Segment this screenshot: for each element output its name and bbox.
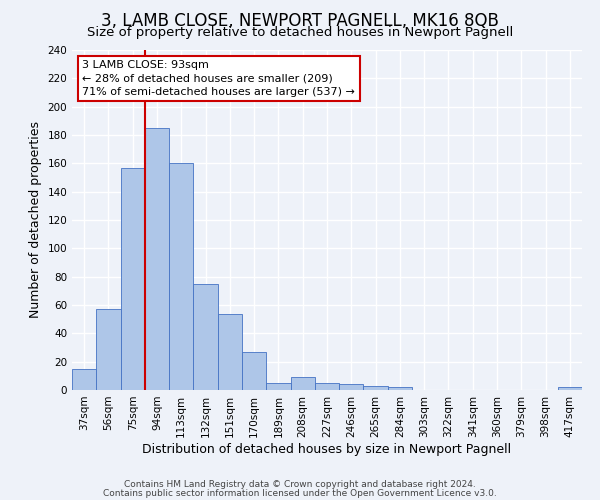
Bar bbox=[242, 352, 266, 390]
Bar bbox=[388, 387, 412, 390]
Bar bbox=[145, 128, 169, 390]
Bar bbox=[218, 314, 242, 390]
Text: Contains HM Land Registry data © Crown copyright and database right 2024.: Contains HM Land Registry data © Crown c… bbox=[124, 480, 476, 489]
Bar bbox=[72, 369, 96, 390]
Bar bbox=[169, 164, 193, 390]
Bar bbox=[364, 386, 388, 390]
Text: 3, LAMB CLOSE, NEWPORT PAGNELL, MK16 8QB: 3, LAMB CLOSE, NEWPORT PAGNELL, MK16 8QB bbox=[101, 12, 499, 30]
Bar bbox=[266, 383, 290, 390]
Bar bbox=[558, 387, 582, 390]
Bar bbox=[339, 384, 364, 390]
Text: 3 LAMB CLOSE: 93sqm
← 28% of detached houses are smaller (209)
71% of semi-detac: 3 LAMB CLOSE: 93sqm ← 28% of detached ho… bbox=[82, 60, 355, 96]
Bar bbox=[96, 309, 121, 390]
Text: Contains public sector information licensed under the Open Government Licence v3: Contains public sector information licen… bbox=[103, 489, 497, 498]
Text: Size of property relative to detached houses in Newport Pagnell: Size of property relative to detached ho… bbox=[87, 26, 513, 39]
Y-axis label: Number of detached properties: Number of detached properties bbox=[29, 122, 42, 318]
Bar bbox=[193, 284, 218, 390]
Bar bbox=[121, 168, 145, 390]
X-axis label: Distribution of detached houses by size in Newport Pagnell: Distribution of detached houses by size … bbox=[142, 442, 512, 456]
Bar bbox=[315, 383, 339, 390]
Bar bbox=[290, 378, 315, 390]
